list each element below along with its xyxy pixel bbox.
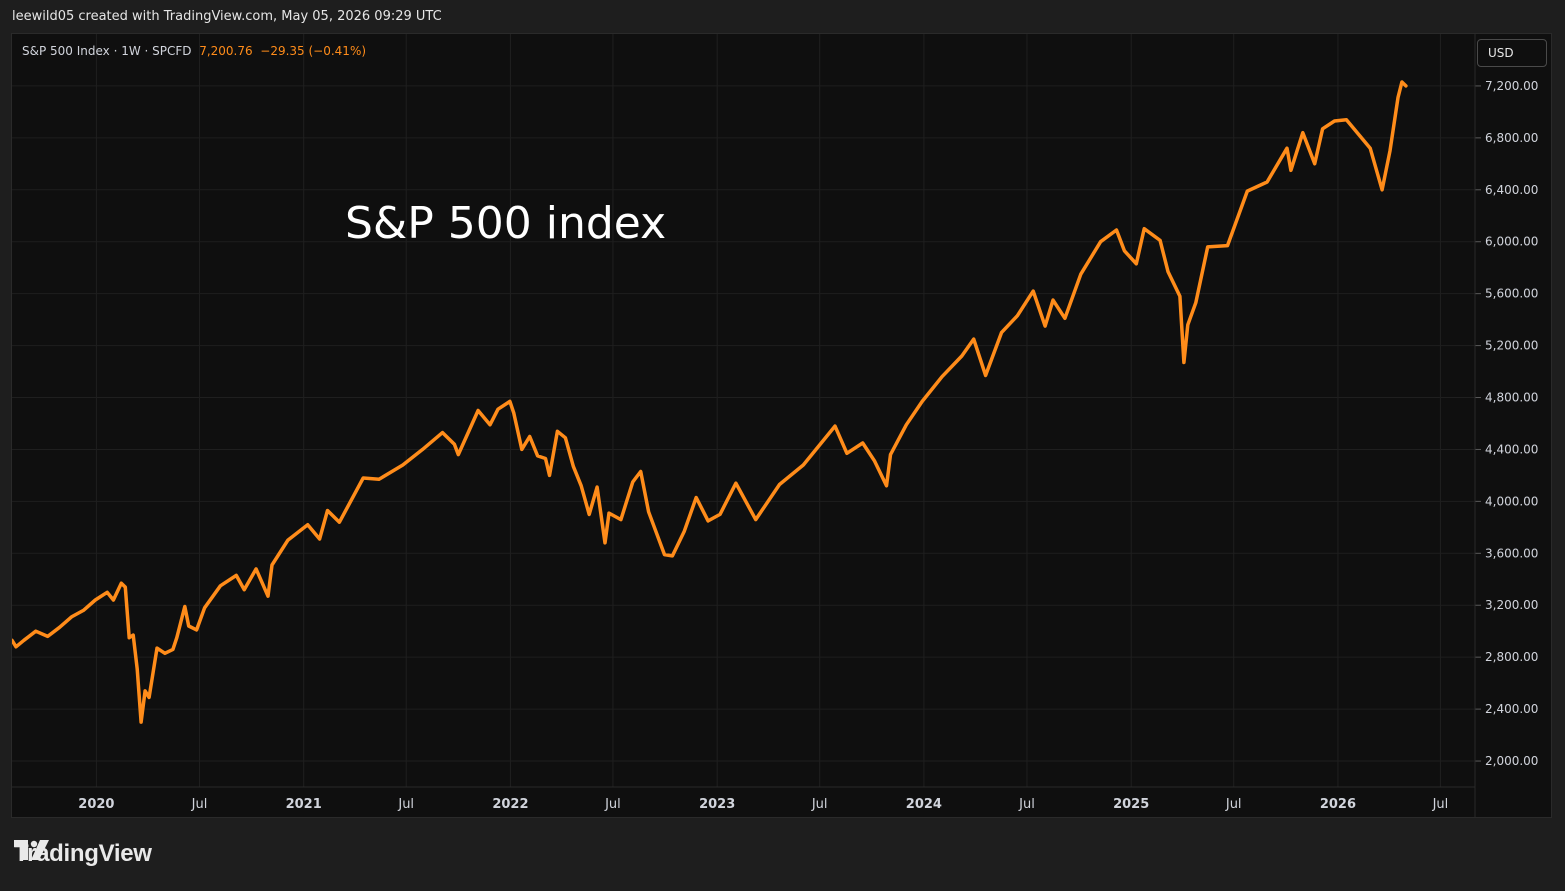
- x-tick-label: 2020: [78, 797, 114, 812]
- x-tick-label: 2023: [699, 797, 735, 812]
- x-tick-label: 2025: [1113, 797, 1149, 812]
- price-change: −29.35 (−0.41%): [260, 44, 367, 58]
- x-tick-label: Jul: [397, 797, 414, 812]
- symbol-name: S&P 500 Index · 1W · SPCFD: [22, 44, 192, 58]
- y-tick-label: 3,200.00: [1485, 598, 1538, 612]
- series-line: [12, 80, 1408, 724]
- y-tick-label: 6,800.00: [1485, 131, 1538, 145]
- chart-annotation: S&P 500 index: [345, 198, 666, 249]
- y-tick-label: 7,200.00: [1485, 79, 1538, 93]
- y-tick-label: 3,600.00: [1485, 546, 1538, 560]
- y-tick-label: 4,000.00: [1485, 494, 1538, 508]
- currency-button[interactable]: USD: [1477, 39, 1547, 67]
- x-tick-label: 2026: [1320, 797, 1356, 812]
- y-tick-label: 2,000.00: [1485, 754, 1538, 768]
- x-tick-label: Jul: [811, 797, 828, 812]
- x-tick-label: 2021: [286, 797, 322, 812]
- y-tick-label: 6,000.00: [1485, 235, 1538, 249]
- chart-area[interactable]: 7,200.00 6,800.00 6,400.00 6,000.00 5,600.00…: [11, 33, 1552, 818]
- axes: 7,200.00 6,800.00 6,400.00 6,000.00 5,600.00…: [12, 34, 1538, 817]
- y-tick-label: 2,400.00: [1485, 702, 1538, 716]
- tradingview-brand[interactable]: TradingView: [14, 840, 152, 868]
- y-tick-label: 5,600.00: [1485, 287, 1538, 301]
- x-tick-label: 2022: [492, 797, 528, 812]
- last-price: 7,200.76: [199, 44, 253, 58]
- tradingview-logo-icon: [14, 840, 49, 860]
- y-tick-label: 4,800.00: [1485, 391, 1538, 405]
- y-tick-label: 6,400.00: [1485, 183, 1538, 197]
- grid-lines: [12, 34, 1475, 787]
- x-tick-label: Jul: [1432, 797, 1449, 812]
- x-tick-label: Jul: [1018, 797, 1035, 812]
- y-tick-label: 2,800.00: [1485, 650, 1538, 664]
- y-tick-label: 5,200.00: [1485, 339, 1538, 353]
- y-tick-label: 4,400.00: [1485, 442, 1538, 456]
- x-tick-label: 2024: [906, 797, 942, 812]
- x-tick-label: Jul: [1225, 797, 1242, 812]
- symbol-legend[interactable]: S&P 500 Index · 1W · SPCFD 7,200.76 −29.…: [22, 44, 366, 58]
- x-tick-label: Jul: [191, 797, 208, 812]
- price-chart[interactable]: 7,200.00 6,800.00 6,400.00 6,000.00 5,600.00…: [12, 34, 1552, 818]
- x-tick-label: Jul: [604, 797, 621, 812]
- chart-byline: leewild05 created with TradingView.com, …: [12, 9, 442, 24]
- series-layer: [12, 80, 1408, 724]
